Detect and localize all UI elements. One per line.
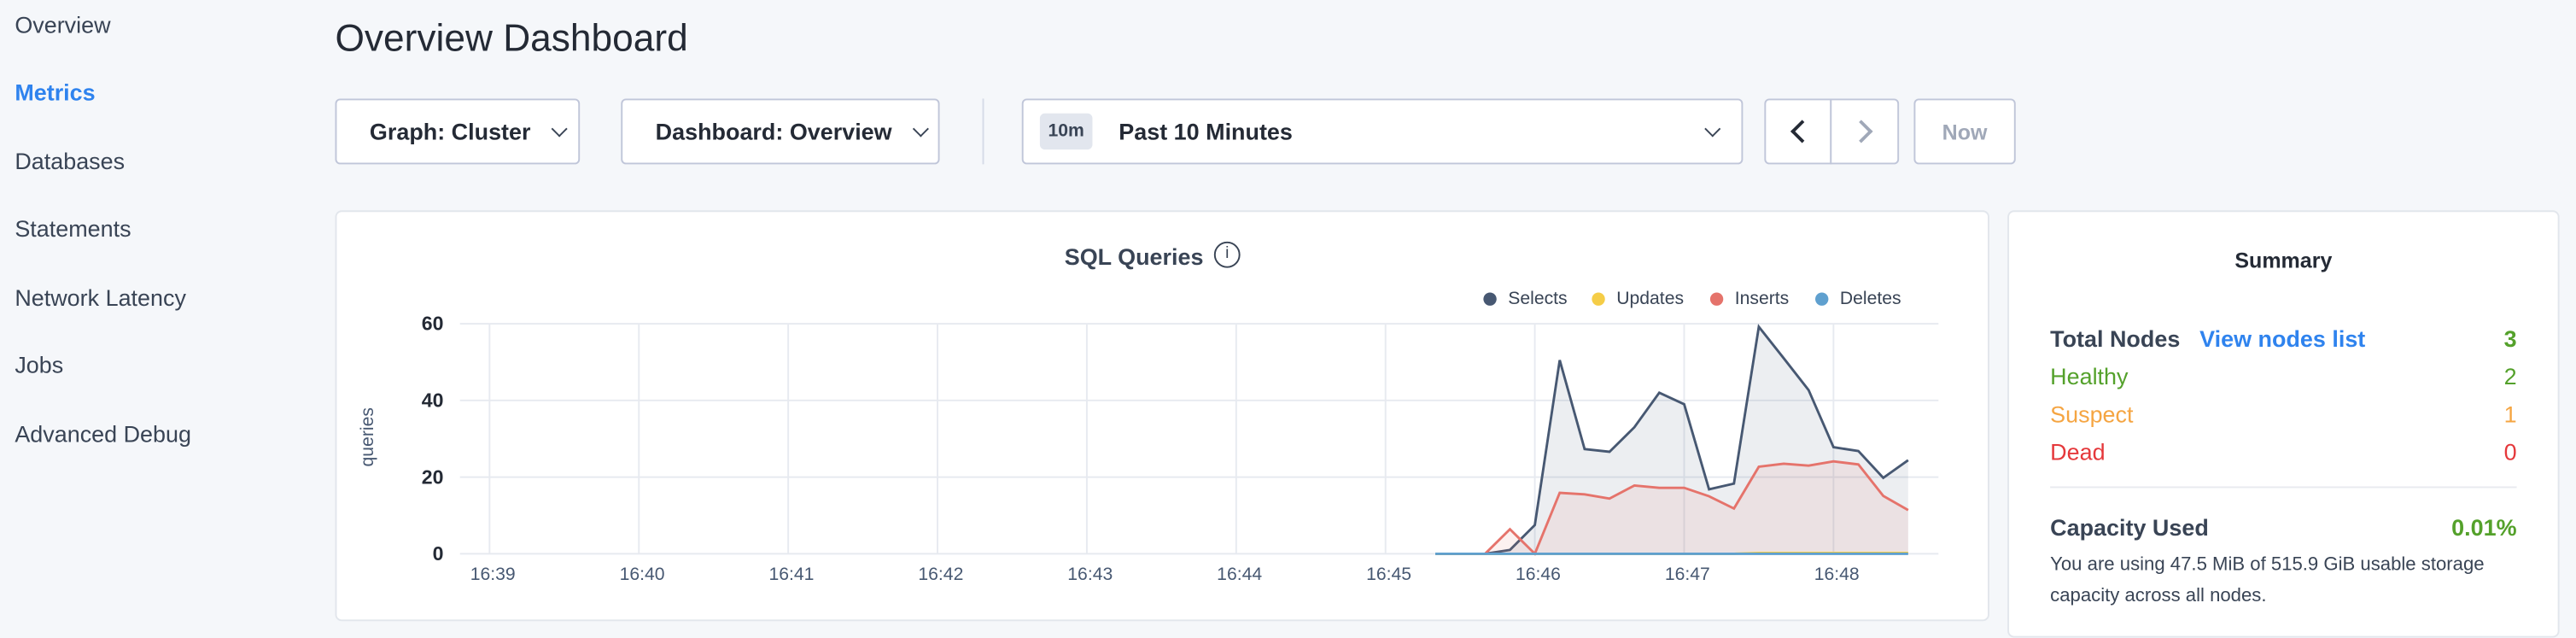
sidebar-item-metrics[interactable]: Metrics (15, 79, 96, 106)
page-title: Overview Dashboard (335, 16, 688, 60)
x-tick-label: 16:41 (769, 565, 815, 584)
x-tick-label: 16:46 (1516, 565, 1561, 584)
y-tick-label: 40 (422, 389, 444, 412)
y-tick-label: 20 (422, 465, 444, 488)
total-nodes-value: 3 (2503, 325, 2517, 352)
y-tick-label: 60 (422, 313, 444, 335)
legend-dot (1483, 292, 1497, 306)
summary-title: Summary (2234, 248, 2333, 273)
divider (2050, 486, 2517, 489)
time-range-select[interactable]: 10m Past 10 Minutes (1021, 98, 1744, 165)
area-inserts (1434, 461, 1908, 554)
now-button[interactable]: Now (1913, 98, 2016, 165)
legend-dot (1815, 292, 1829, 306)
x-tick-label: 16:47 (1665, 565, 1710, 584)
x-tick-label: 16:45 (1366, 565, 1411, 584)
graph-select-label: Graph: Cluster (369, 118, 531, 145)
legend-dot (1709, 292, 1724, 306)
x-tick-label: 16:44 (1217, 565, 1262, 584)
legend-label: Deletes (1839, 289, 1901, 309)
x-tick-label: 16:48 (1814, 565, 1860, 584)
capacity-text-line: capacity across all nodes. (2050, 586, 2267, 606)
sidebar-item-statements[interactable]: Statements (15, 215, 131, 242)
dead-label: Dead (2050, 438, 2106, 465)
legend-dot (1592, 292, 1605, 306)
suspect-label: Suspect (2050, 401, 2134, 428)
time-badge: 10m (1039, 113, 1093, 150)
healthy-label: Healthy (2050, 363, 2129, 389)
legend-label: Selects (1508, 289, 1568, 309)
x-tick-label: 16:42 (918, 565, 963, 584)
sidebar-item-network-latency[interactable]: Network Latency (15, 284, 186, 311)
time-range-label: Past 10 Minutes (1119, 118, 1293, 145)
suspect-value: 1 (2503, 401, 2517, 428)
sidebar-item-databases[interactable]: Databases (15, 148, 126, 174)
x-tick-label: 16:40 (620, 565, 665, 584)
line-selects (1434, 324, 1909, 555)
dashboard-select-label: Dashboard: Overview (655, 118, 892, 145)
sidebar-item-jobs[interactable]: Jobs (15, 351, 64, 378)
line-inserts (1434, 459, 1909, 556)
dashboard-select[interactable]: Dashboard: Overview (621, 98, 940, 165)
capacity-description: You are using 47.5 MiB of 515.9 GiB usab… (2050, 551, 2484, 613)
sql-queries-chart: 16:39 16:40 16:41 16:42 16:43 16:44 16:45 16:46… (422, 313, 1939, 584)
legend-label: Inserts (1734, 289, 1790, 309)
healthy-value: 2 (2503, 363, 2517, 389)
next-button[interactable] (1830, 98, 1900, 165)
previous-button[interactable] (1764, 98, 1832, 165)
legend-label: Updates (1616, 289, 1685, 309)
x-tick-label: 16:39 (470, 565, 516, 584)
divider (982, 98, 984, 165)
capacity-used-value: 0.01% (2451, 514, 2517, 541)
sidebar-item-advanced-debug[interactable]: Advanced Debug (15, 420, 191, 448)
sidebar-item-overview[interactable]: Overview (15, 11, 111, 38)
total-nodes-label: Total Nodes (2050, 325, 2181, 352)
dead-value: 0 (2503, 438, 2517, 465)
info-icon[interactable]: i (1213, 241, 1241, 268)
legend-inserts: Inserts (1709, 289, 1790, 309)
x-tick-label: 16:43 (1067, 565, 1113, 584)
legend-selects: Selects (1483, 289, 1568, 309)
capacity-used-label: Capacity Used (2050, 514, 2209, 541)
y-tick-label: 0 (433, 542, 444, 565)
legend-updates: Updates (1592, 290, 1684, 309)
legend-deletes: Deletes (1815, 290, 1901, 309)
area-selects (1434, 326, 1908, 554)
summary-card (2007, 210, 2560, 638)
chart-title: SQL Queries (1064, 243, 1204, 270)
view-nodes-list-link[interactable]: View nodes list (2199, 325, 2366, 352)
capacity-text-line: You are using 47.5 MiB of 515.9 GiB usab… (2050, 555, 2485, 576)
graph-select[interactable]: Graph: Cluster (335, 98, 581, 165)
